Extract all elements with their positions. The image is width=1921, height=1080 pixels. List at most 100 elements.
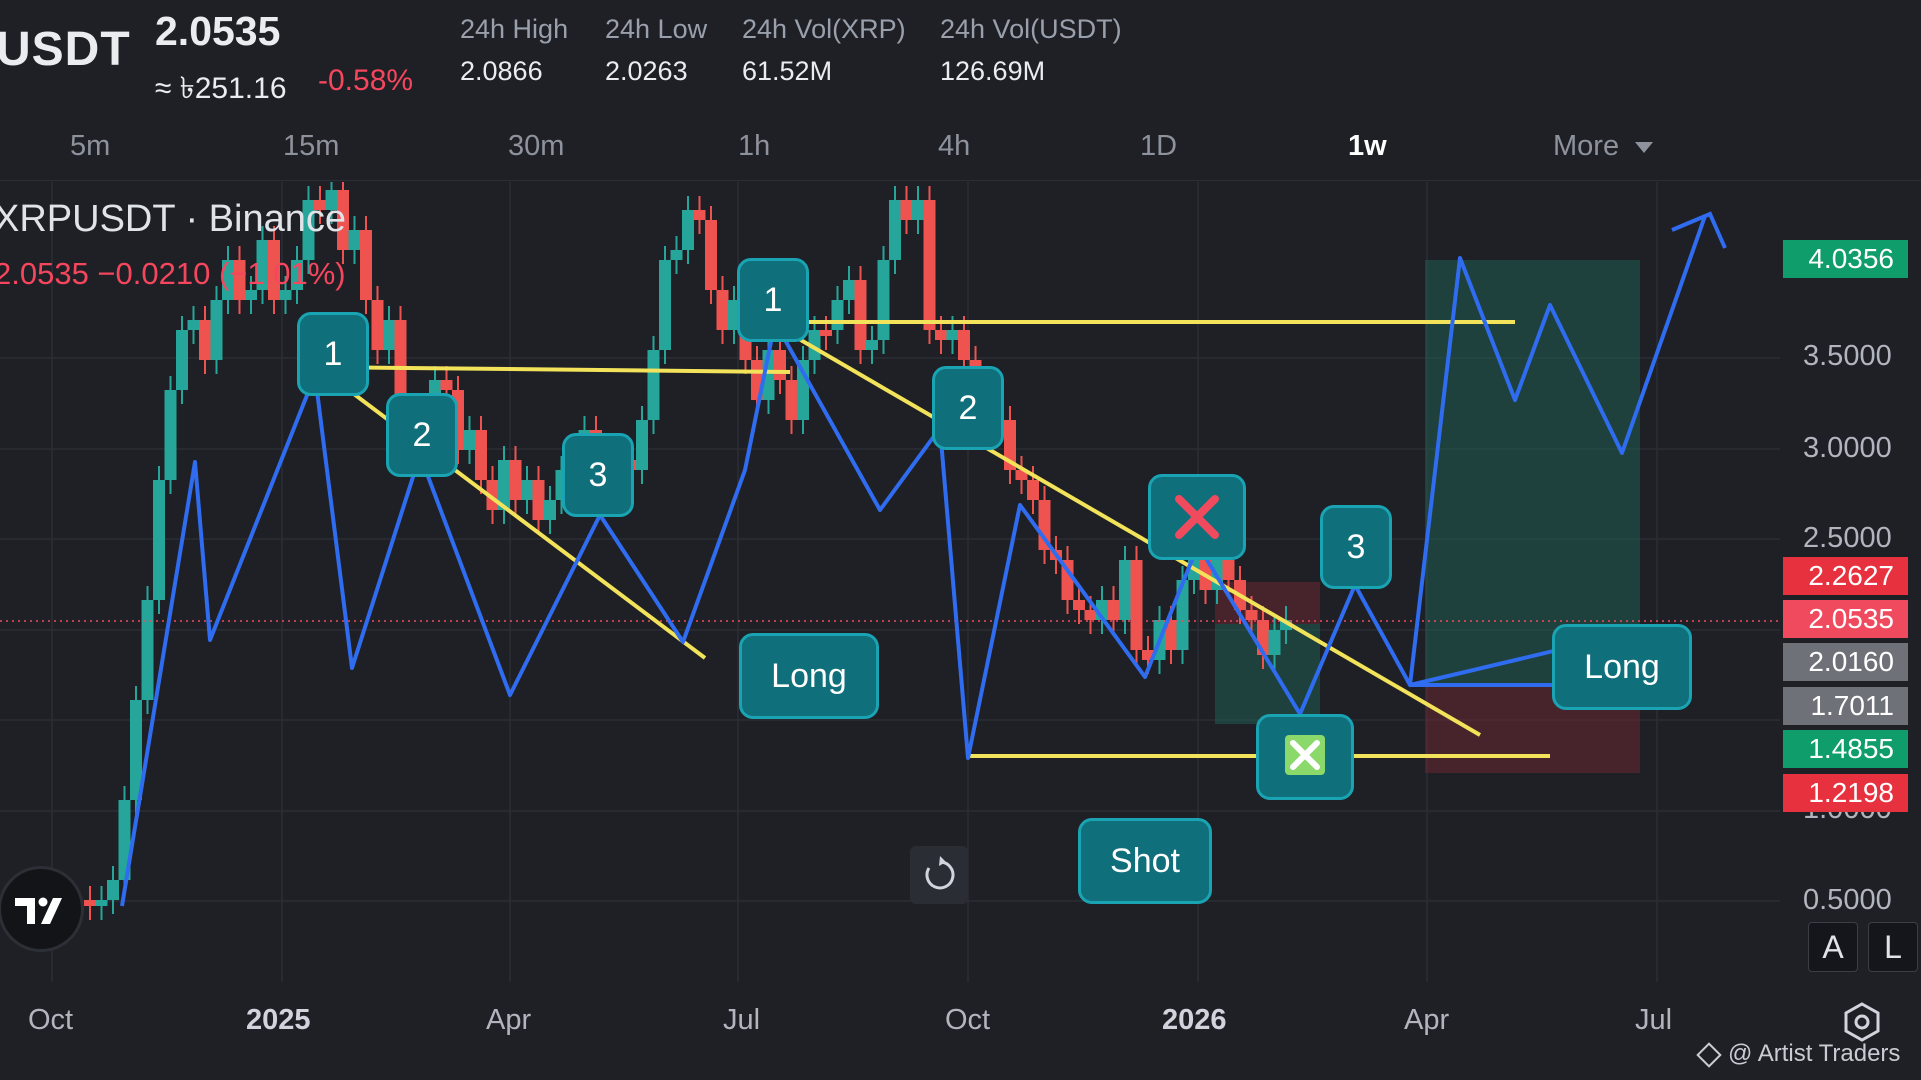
candle-body	[1142, 650, 1154, 660]
candle-body	[440, 380, 453, 390]
approx-local-price: ≈ ৳251.16	[155, 72, 287, 105]
reset-icon	[925, 856, 955, 890]
candle-body	[118, 800, 131, 880]
candle-body	[831, 300, 844, 330]
candle-body	[877, 260, 890, 340]
time-axis-label: Apr	[486, 1004, 532, 1036]
short-annotation[interactable]: Shot	[1078, 818, 1212, 904]
time-axis-label: 2026	[1162, 1004, 1227, 1036]
candle-body	[705, 220, 717, 290]
arrow-head-icon	[1671, 211, 1727, 249]
candle-body	[371, 300, 384, 350]
log-scale-button[interactable]: L	[1868, 922, 1918, 972]
candle-body	[176, 330, 188, 390]
candle-body	[1245, 610, 1258, 620]
candle-body	[279, 290, 292, 300]
price-tag: 1.7011	[1783, 687, 1908, 725]
candle-body	[1004, 420, 1016, 470]
wave-label-1b[interactable]: 1	[737, 258, 809, 342]
candle-body	[509, 460, 522, 500]
candle-body	[946, 330, 959, 340]
candle-body	[923, 200, 936, 330]
stat-24h-vol-xrp-value: 61.52M	[742, 56, 833, 86]
candle-body	[187, 320, 200, 330]
stat-24h-low-label: 24h Low	[605, 14, 708, 44]
price-tag: 2.0160	[1783, 643, 1908, 681]
wave-label-3a[interactable]: 3	[562, 433, 634, 517]
stat-24h-vol-usdt-value: 126.69M	[940, 56, 1046, 86]
reset-chart-button[interactable]	[910, 846, 968, 904]
tradingview-logo-icon[interactable]	[0, 866, 84, 952]
candle-body	[1015, 470, 1028, 480]
tab-1d[interactable]: 1D	[1140, 130, 1178, 162]
tab-30m[interactable]: 30m	[508, 130, 565, 162]
candle-body	[164, 390, 177, 480]
candle-body	[84, 900, 96, 906]
timeframe-bar: 5m 15m 30m 1h 4h 1D 1w More	[0, 120, 1921, 176]
long-target-zone	[1425, 260, 1640, 685]
candle-body	[843, 280, 855, 300]
tab-4h[interactable]: 4h	[938, 130, 971, 162]
candle-body	[1176, 580, 1189, 650]
tab-more[interactable]: More	[1553, 130, 1654, 163]
candle-body	[314, 200, 326, 210]
tab-5m[interactable]: 5m	[70, 130, 111, 162]
candle-body	[348, 230, 361, 250]
candle-body	[1268, 630, 1281, 655]
watermark-text: @ Artist Traders	[1728, 1040, 1901, 1067]
time-axis-label: Apr	[1404, 1004, 1450, 1036]
diamond-icon	[1696, 1041, 1722, 1068]
candle-body	[302, 200, 315, 260]
trend-lines	[314, 320, 1550, 758]
long-annotation-2[interactable]: Long	[1552, 624, 1692, 710]
candle-body	[670, 250, 683, 260]
price-axis-label: 3.5000	[1803, 340, 1892, 372]
price-tag-target: 4.0356	[1783, 240, 1908, 278]
candle-body	[854, 280, 867, 350]
settings-icon[interactable]	[1842, 1002, 1882, 1047]
stat-24h-vol-xrp-label: 24h Vol(XRP)	[742, 14, 906, 44]
time-axis-label: Jul	[1635, 1004, 1673, 1036]
candle-body	[475, 430, 487, 480]
trend-line	[316, 365, 707, 660]
candle-body	[141, 600, 154, 700]
candle-body	[394, 320, 407, 410]
price-tag-last: 2.0535	[1783, 600, 1908, 638]
candle-body	[95, 900, 108, 906]
candlesticks	[84, 182, 1292, 920]
wave-label-2b[interactable]: 2	[932, 366, 1004, 450]
trend-line	[773, 323, 1482, 737]
candle-body	[636, 420, 648, 470]
candle-body	[383, 320, 395, 350]
candle-body	[958, 330, 970, 360]
tab-15m[interactable]: 15m	[283, 130, 340, 162]
candle-body	[199, 320, 211, 360]
tab-1w[interactable]: 1w	[1348, 130, 1387, 162]
candle-body	[1280, 620, 1292, 630]
wave-label-1a[interactable]: 1	[297, 312, 369, 396]
candle-body	[900, 200, 913, 220]
long-annotation-1[interactable]: Long	[739, 633, 879, 719]
stat-24h-low-value: 2.0263	[605, 56, 688, 86]
candle-body	[1084, 610, 1097, 620]
candle-body	[1073, 600, 1085, 610]
time-axis-label: Oct	[28, 1004, 74, 1036]
candle-body	[337, 190, 349, 250]
candle-body	[245, 290, 257, 300]
candle-body	[1222, 560, 1235, 580]
candle-body	[1119, 560, 1131, 620]
chart-ohlc: 2.0535 −0.0210 (−1.01%)	[0, 256, 346, 291]
wave-label-3b[interactable]: 3	[1320, 505, 1392, 589]
candle-body	[935, 330, 947, 340]
candle-body	[889, 200, 901, 260]
candle-body	[130, 700, 142, 800]
candle-body	[233, 260, 246, 300]
candle-body	[325, 190, 338, 210]
tab-1h[interactable]: 1h	[738, 130, 771, 162]
cancel-marker-icon[interactable]	[1148, 474, 1246, 560]
wave-label-2a[interactable]: 2	[386, 393, 458, 477]
target-marker-icon[interactable]	[1256, 714, 1354, 800]
auto-scale-button[interactable]: A	[1808, 922, 1858, 972]
candle-body	[1027, 480, 1039, 500]
price-change-percent: -0.58%	[318, 64, 414, 97]
